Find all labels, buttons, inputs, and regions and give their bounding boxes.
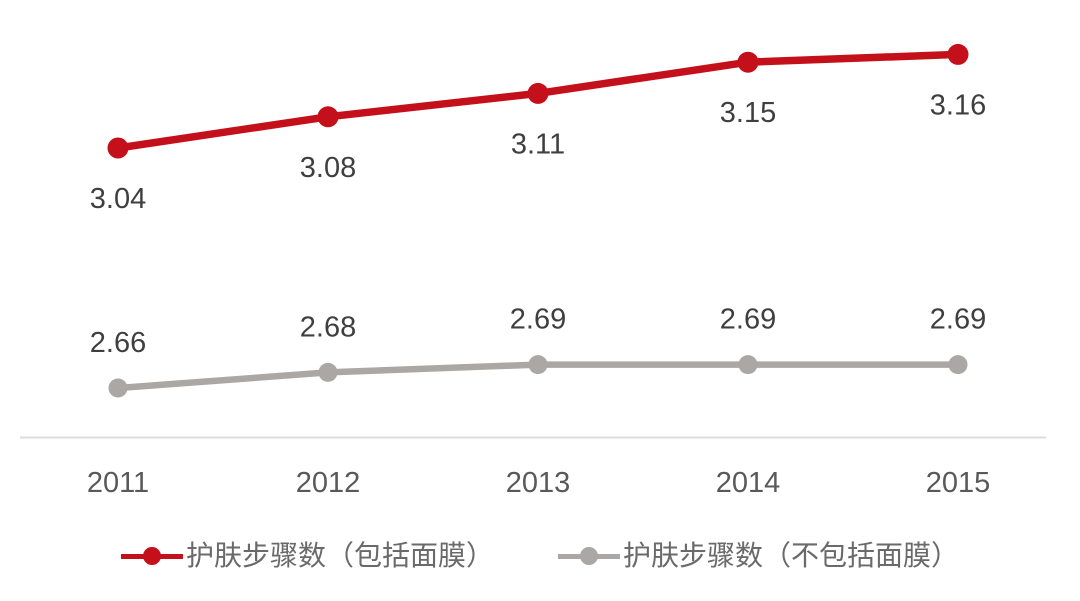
legend-line-dot-marker [558,546,620,566]
data-point-marker [317,106,339,128]
value-label: 2.66 [90,327,146,359]
legend-dot-icon [580,546,598,565]
x-tick-label: 2013 [506,467,571,499]
legend-item-without-mask: 护肤步骤数（不包括面膜） [558,542,959,570]
value-label: 2.68 [300,311,356,343]
data-point-marker [318,362,338,382]
value-label: 3.16 [930,89,986,121]
legend-label: 护肤步骤数（不包括面膜） [623,540,960,571]
data-point-marker [738,355,758,375]
x-tick-label: 2014 [716,467,781,499]
value-label: 2.69 [930,304,986,336]
data-point-marker [947,43,969,65]
x-tick-label: 2011 [87,467,149,499]
legend-line-dot-marker [120,546,183,566]
data-point-marker [108,378,128,398]
value-label: 3.04 [90,183,146,215]
value-label: 2.69 [720,304,776,336]
data-point-marker [528,355,548,375]
value-label: 2.69 [510,304,566,336]
data-point-marker [948,355,968,375]
value-label: 3.15 [720,97,776,129]
legend-item-with-mask: 护肤步骤数（包括面膜） [120,540,494,571]
legend: 护肤步骤数（包括面膜） 护肤步骤数（不包括面膜） [0,542,1080,570]
data-point-marker [737,51,759,73]
data-point-marker [527,82,549,104]
x-tick-label: 2015 [926,467,991,499]
x-tick-label: 2012 [296,467,361,499]
value-label: 3.08 [300,152,356,184]
legend-dot-icon [142,546,161,565]
data-point-marker [107,137,129,159]
legend-label: 护肤步骤数（包括面膜） [185,540,494,571]
value-label: 3.11 [511,128,565,160]
